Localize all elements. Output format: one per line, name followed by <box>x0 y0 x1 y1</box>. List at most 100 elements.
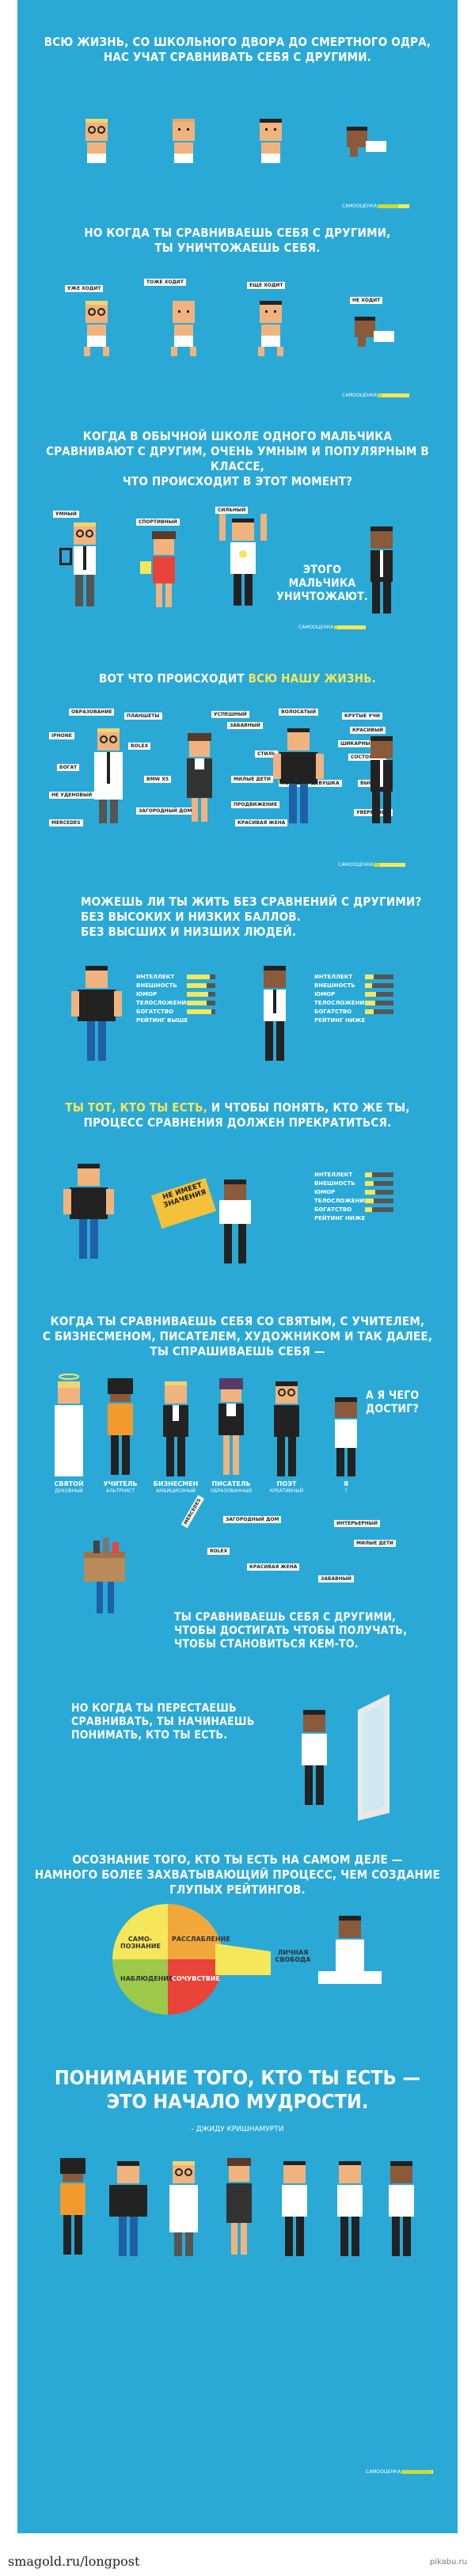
caption-4: ВОТ ЧТО ПРОИСХОДИТ ВСЮ НАШУ ЖИЗНЬ. <box>17 671 458 686</box>
stat-bar-track <box>365 1207 393 1212</box>
caption-6-highlight: ТЫ ТОТ, КТО ТЫ ЕСТЬ, <box>65 1100 208 1115</box>
meditating-man-figure <box>318 1916 382 1984</box>
stat-label: РЕЙТИНГ ВЫШЕ <box>136 1017 188 1024</box>
person-label: БИЗНЕСМЕН АМБИЦИОЗНЫЙ <box>152 1480 200 1495</box>
stat-bar-track <box>365 983 393 988</box>
stat-label: ВНЕШНОСТЬ <box>314 982 355 989</box>
stat-label: БОГАТСТВО <box>136 1009 174 1015</box>
stat-bar <box>365 983 372 988</box>
caption-6-rest: И ЧТОБЫ ПОНЯТЬ, КТО ЖЕ ТЫ, ПРОЦЕСС СРАВН… <box>83 1100 410 1130</box>
life-tag: МИЛЫЕ ДЕТИ <box>231 776 273 783</box>
life-tag: СОСТОЯНИЕ <box>348 754 386 761</box>
life-tag: ВОЛОСАТЫЙ <box>279 709 319 716</box>
meter-label: САМООЦЕНКА <box>366 2469 401 2475</box>
final-person-2 <box>109 2161 147 2256</box>
box-tag: ЗАБАВНЫЙ <box>318 1575 354 1582</box>
stat-bar <box>365 1190 375 1195</box>
final-person-7 <box>389 2161 414 2256</box>
baby-figure-7 <box>258 301 283 356</box>
life-tag: ОБРАЗОВАНИЕ <box>69 709 115 716</box>
caption-8: ТЫ СРАВНИВАЕШЬ СЕБЯ С ДРУГИМИ, ЧТОБЫ ДОС… <box>174 1611 408 1651</box>
caption-2: НО КОГДА ТЫ СРАВНИВАЕШЬ СЕБЯ С ДРУГИМИ, … <box>84 226 391 255</box>
businesswoman-figure <box>187 733 212 822</box>
final-person-3 <box>169 2161 198 2256</box>
life-tag: УСПЕШНЫЙ <box>211 711 249 718</box>
stat-bar <box>187 1001 207 1005</box>
man-white-shirt-figure <box>264 966 286 1061</box>
stat-bar <box>187 983 207 988</box>
stat-bar <box>365 1172 372 1177</box>
saint-figure <box>55 1373 83 1476</box>
life-tag: ЗАБАВНЫЙ <box>227 722 263 729</box>
stat-bar <box>365 1001 375 1005</box>
life-tag: BMW X5 <box>144 776 172 783</box>
life-tag: ЗАГОРОДНЫЙ ДОМ <box>136 807 195 815</box>
person-subtitle: АЛЬТРУИСТ <box>105 1488 135 1494</box>
stat-bar <box>187 1009 211 1014</box>
person-subtitle: АМБИЦИОЗНЫЙ <box>156 1488 196 1494</box>
poet-figure <box>274 1381 299 1476</box>
stat-bar-track <box>365 1172 393 1177</box>
pie-label-compassion: СОЧУВСТВИЕ <box>172 1975 220 1982</box>
caption-10: ОСОЗНАНИЕ ТОГО, КТО ТЫ ЕСТЬ НА САМОМ ДЕЛ… <box>34 1852 441 1897</box>
final-person-4 <box>226 2158 252 2255</box>
caption-4-highlight: ВСЮ НАШУ ЖИЗНЬ. <box>248 671 377 686</box>
pie-label-self-knowledge: САМО- ПОЗНАНИЕ <box>120 1936 161 1950</box>
stat-bar <box>365 975 374 979</box>
final-people-row <box>60 2158 414 2256</box>
baby-figure-6 <box>171 301 196 356</box>
pie-label-relaxation: РАССЛАБЛЕНИЕ <box>172 1936 230 1943</box>
stat-bar <box>365 1207 372 1212</box>
person-subtitle: ДУХОВНЫЙ <box>55 1488 83 1494</box>
life-tag: ПЛАНШЕТЫ <box>124 712 162 720</box>
meter-label: САМООЦЕНКА <box>298 625 334 630</box>
self-figure <box>335 1397 357 1476</box>
tag-school-1: УМНЫЙ <box>53 511 79 518</box>
final-person-1 <box>60 2158 86 2255</box>
babies-row-1 <box>86 119 386 163</box>
stat-label: ИНТЕЛЛЕКТ <box>314 1172 353 1178</box>
box-tag: ЗАГОРОДНЫЙ ДОМ <box>223 1516 282 1523</box>
person-title: УЧИТЕЛЬ <box>103 1480 138 1487</box>
life-tag: КРУТЫЕ УЧИ <box>342 712 382 720</box>
stat-label: ЮМОР <box>314 1189 336 1195</box>
mirror-scene <box>302 1694 390 1821</box>
footer-site-link[interactable]: smagold.ru/longpost <box>8 2554 140 2569</box>
meter-fill <box>334 625 337 629</box>
athletic-girl-figure <box>140 531 176 607</box>
awareness-pie-chart <box>112 1904 271 2015</box>
baby-figure-5 <box>84 301 109 356</box>
baby-figure-4 <box>347 127 386 157</box>
stat-label: ИНТЕЛЛЕКТ <box>314 974 353 980</box>
baby-figure-3 <box>260 119 282 163</box>
stat-label: ИНТЕЛЛЕКТ <box>136 974 175 980</box>
stat-label: ВНЕШНОСТЬ <box>136 982 177 989</box>
box-tag: MERCEDES <box>180 1495 204 1529</box>
final-quote: ПОНИМАНИЕ ТОГО, КТО ТЫ ЕСТЬ — ЭТО НАЧАЛО… <box>54 2066 421 2113</box>
life-tag: MERCEDES <box>49 819 83 826</box>
stat-bar <box>365 1199 374 1203</box>
person-subtitle: ? <box>344 1488 348 1494</box>
box-scene <box>84 1537 125 1613</box>
person-title: ПИСАТЕЛЬ <box>211 1480 251 1487</box>
stat-label: ТЕЛОСЛОЖЕНИЕ <box>314 1000 369 1006</box>
box-tag: ROLEX <box>207 1548 230 1555</box>
life-tag: СТИЛЬ <box>255 750 279 758</box>
caption-4-prefix: ВОТ ЧТО ПРОИСХОДИТ <box>98 671 249 686</box>
baby-figure-8 <box>355 317 394 347</box>
man-at-mirror-figure <box>302 1710 327 1805</box>
life-tag: ПРОДВИЖЕНИЕ <box>231 801 280 808</box>
caption-9: НО КОГДА ТЫ ПЕРЕСТАЕШЬ СРАВНИВАТЬ, ТЫ НА… <box>71 1702 255 1742</box>
mirror-icon <box>358 1694 390 1821</box>
stat-bar <box>365 1181 374 1186</box>
stat-label: БОГАТСТВО <box>314 1206 352 1213</box>
caption-6: ТЫ ТОТ, КТО ТЫ ЕСТЬ, И ЧТОБЫ ПОНЯТЬ, КТО… <box>17 1100 458 1130</box>
meter-fill <box>401 2470 431 2474</box>
caption-boy-destroyed: ЭТОГО МАЛЬЧИКА УНИЧТОЖАЮТ. <box>276 564 368 603</box>
scientist-figure <box>94 728 123 823</box>
person-label: СВЯТОЙ ДУХОВНЫЙ <box>49 1480 89 1495</box>
stat-label: ЮМОР <box>314 991 336 997</box>
person-title: ПОЭТ <box>276 1480 297 1487</box>
person-title: Я <box>343 1480 349 1487</box>
